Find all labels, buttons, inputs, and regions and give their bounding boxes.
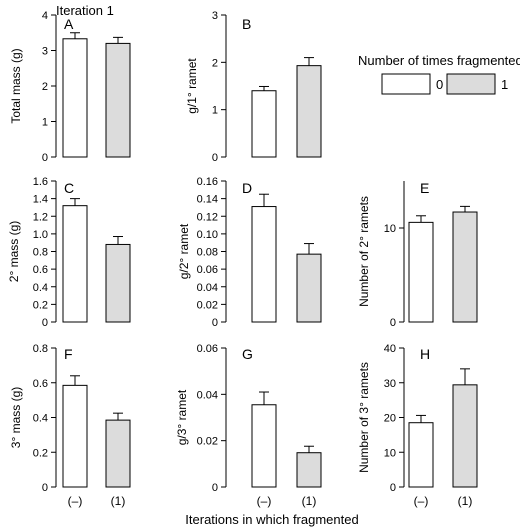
bar [251, 404, 277, 488]
y-tick-label: 0.12 [197, 211, 218, 223]
bar [105, 243, 131, 323]
legend: Number of times fragmented 0 1 [358, 53, 520, 95]
y-tick-label: 0.16 [197, 176, 218, 188]
x-category-label: (–) [68, 494, 83, 508]
y-tick-label: 40 [384, 343, 396, 355]
bar [296, 452, 322, 488]
y-tick-label: 0 [390, 317, 396, 329]
y-tick-label: 0.6 [33, 378, 48, 390]
y-tick-label: 0.04 [197, 389, 218, 401]
bar [251, 90, 277, 158]
y-tick-label: 0.04 [197, 282, 218, 294]
y-tick-label: 0 [212, 317, 218, 329]
y-tick-label: 0.06 [197, 343, 218, 355]
panel-letter: H [420, 346, 430, 362]
x-category-label: (1) [111, 494, 126, 508]
bar [105, 42, 131, 158]
y-tick-label: 4 [42, 10, 48, 22]
y-tick-label: 30 [384, 378, 396, 390]
panel-a: 0 1 2 3 4 Total mass (g) A [9, 10, 131, 164]
y-tick-label: 2 [42, 81, 48, 93]
y-tick-label: 0.14 [197, 194, 218, 206]
y-tick-label: 0.06 [197, 264, 218, 276]
y-axis-label: g/1° ramet [185, 58, 199, 114]
legend-swatch-1 [446, 73, 496, 95]
legend-label-1: 1 [501, 77, 508, 92]
y-tick-label: 1 [42, 117, 48, 129]
y-tick-label: 0.02 [197, 299, 218, 311]
y-axis-label: g/2° ramet [177, 223, 191, 279]
x-category-label: (1) [458, 494, 473, 508]
panel-e: 0 10 Number of 2° ramets E [357, 180, 478, 329]
x-category-label: (–) [257, 494, 272, 508]
x-category-label: (1) [302, 494, 317, 508]
bar [452, 384, 478, 488]
panel-letter: A [64, 16, 74, 32]
y-tick-label: 0.08 [197, 247, 218, 259]
bar [296, 65, 322, 158]
y-tick-label: 0.4 [33, 413, 48, 425]
y-axis-label: Total mass (g) [9, 48, 23, 123]
bar [105, 419, 131, 488]
y-tick-label: 1.4 [33, 194, 48, 206]
y-tick-label: 10 [384, 447, 396, 459]
y-tick-label: 0 [390, 482, 396, 494]
y-axis-label: 3° mass (g) [9, 387, 23, 448]
y-tick-label: 3 [42, 46, 48, 58]
x-category-label: (–) [414, 494, 429, 508]
panel-c: 0 0.2 0.4 0.6 0.8 1.0 1.2 1.4 1.6 2° mass (g) C [7, 176, 131, 329]
panel-letter: B [242, 16, 251, 32]
bar [62, 38, 88, 158]
figure-x-axis-label: Iterations in which fragmented [185, 512, 358, 527]
y-axis-label: g/3° ramet [175, 389, 189, 445]
bar [408, 422, 434, 488]
panel-f: 0 0.2 0.4 0.6 0.8 3° mass (g) F (–) (1) [9, 343, 131, 508]
panel-b: 0 1 2 3 g/1° ramet B [185, 10, 322, 164]
panel-letter: C [64, 180, 74, 196]
y-tick-label: 0 [212, 152, 218, 164]
bar [296, 253, 322, 323]
y-tick-label: 0.6 [33, 264, 48, 276]
bar [251, 206, 277, 323]
panel-h: 0 10 20 30 40 Number of 3° ramets H (–) (1) [357, 343, 478, 508]
y-tick-label: 0.8 [33, 343, 48, 355]
y-tick-label: 1.6 [33, 176, 48, 188]
y-tick-label: 1 [212, 105, 218, 117]
panel-g: 0 0.02 0.04 0.06 g/3° ramet G (–) (1) [175, 343, 322, 508]
y-tick-label: 0 [42, 482, 48, 494]
panel-letter: E [420, 180, 429, 196]
bar [62, 384, 88, 488]
panel-d: 0 0.02 0.04 0.06 0.08 0.10 0.12 0.14 0.16 g/2° ra… [177, 176, 322, 329]
legend-label-0: 0 [436, 77, 443, 92]
panel-letter: F [64, 346, 73, 362]
y-tick-label: 0 [42, 317, 48, 329]
y-tick-label: 0.02 [197, 436, 218, 448]
y-tick-label: 0.8 [33, 247, 48, 259]
y-axis-label: Number of 3° ramets [357, 362, 371, 473]
legend-swatch-0 [381, 73, 431, 95]
y-tick-label: 0.4 [33, 282, 48, 294]
y-tick-label: 0.10 [197, 229, 218, 241]
y-tick-label: 2 [212, 57, 218, 69]
y-tick-label: 0 [212, 482, 218, 494]
y-tick-label: 1.0 [33, 229, 48, 241]
y-tick-label: 1.2 [33, 211, 48, 223]
panel-letter: D [242, 180, 252, 196]
y-tick-label: 0.2 [33, 447, 48, 459]
bar [452, 211, 478, 323]
bar [408, 221, 434, 323]
bar [62, 205, 88, 323]
panel-letter: G [242, 346, 253, 362]
y-axis-label: Number of 2° ramets [357, 196, 371, 307]
legend-title: Number of times fragmented [358, 53, 520, 68]
figure-title: Iteration 1 [56, 3, 114, 18]
y-tick-label: 20 [384, 413, 396, 425]
y-tick-label: 3 [212, 10, 218, 22]
y-tick-label: 0.2 [33, 299, 48, 311]
y-tick-label: 10 [384, 223, 396, 235]
y-tick-label: 0 [42, 152, 48, 164]
y-axis-label: 2° mass (g) [7, 221, 21, 282]
